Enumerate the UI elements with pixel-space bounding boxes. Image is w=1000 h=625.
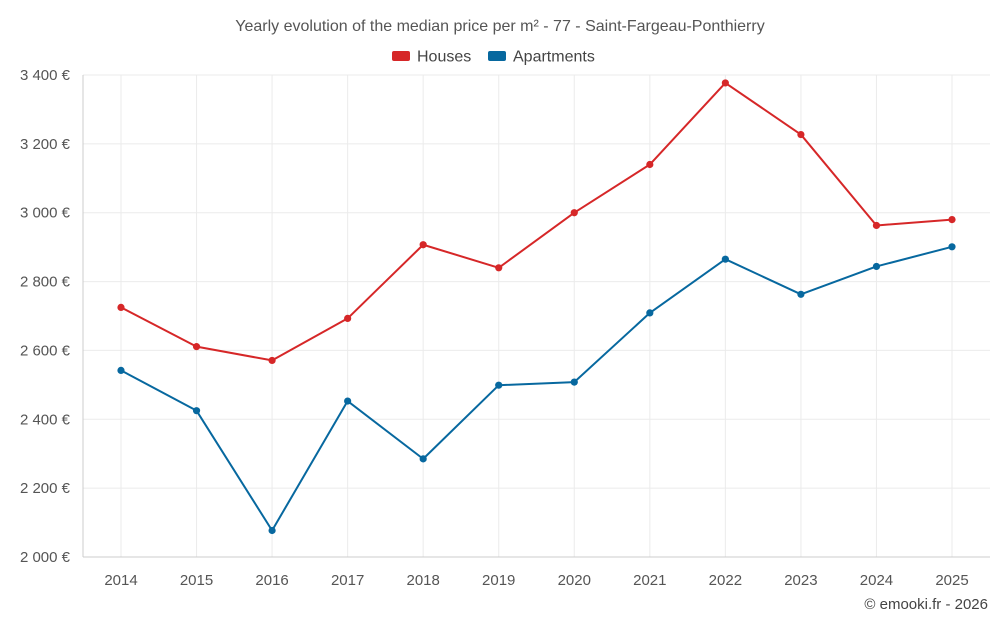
legend: Houses Apartments (392, 49, 595, 66)
series-line-houses (120, 81, 953, 362)
x-axis: 2014 2015 2016 2017 2018 2019 2020 2021 2022 2023… (104, 572, 968, 589)
data-point-apartments (948, 243, 956, 251)
x-tick-label: 2018 (406, 572, 439, 589)
data-point-apartments (268, 526, 276, 535)
y-tick-label: 3 000 € (20, 205, 71, 222)
series-line-apartments (120, 245, 953, 532)
x-tick-label: 2014 (104, 572, 137, 589)
legend-label-houses: Houses (417, 49, 471, 66)
x-tick-label: 2022 (709, 572, 742, 589)
x-tick-label: 2017 (331, 572, 364, 589)
series-houses (117, 79, 956, 365)
data-point-apartments (721, 255, 729, 263)
y-tick-label: 2 200 € (20, 480, 71, 497)
data-point-houses (721, 79, 729, 87)
data-point-houses (344, 314, 352, 323)
x-tick-label: 2016 (255, 572, 288, 589)
x-tick-label: 2019 (482, 572, 515, 589)
data-point-apartments (570, 378, 578, 386)
data-point-apartments (344, 397, 352, 405)
y-tick-label: 2 800 € (20, 274, 71, 291)
data-point-houses (192, 343, 201, 351)
x-tick-label: 2021 (633, 572, 666, 589)
legend-swatch-houses (392, 51, 410, 61)
legend-item-houses: Houses (392, 49, 471, 66)
y-tick-label: 3 400 € (20, 67, 71, 84)
data-point-houses (570, 209, 578, 217)
data-point-houses (495, 264, 503, 272)
y-tick-label: 2 000 € (20, 549, 71, 566)
series-layer (117, 79, 956, 535)
x-tick-label: 2020 (558, 572, 591, 589)
legend-item-apartments: Apartments (488, 49, 595, 66)
data-point-houses (872, 221, 881, 230)
series-apartments (117, 243, 956, 535)
y-axis: 2 000 € 2 200 € 2 400 € 2 600 € 2 800 € 3 000… (20, 67, 71, 566)
data-point-apartments (872, 262, 881, 271)
data-point-apartments (419, 455, 427, 463)
data-point-houses (797, 130, 805, 139)
chart-title: Yearly evolution of the median price per… (235, 18, 764, 35)
data-point-houses (117, 303, 125, 311)
legend-swatch-apartments (488, 51, 506, 61)
data-point-apartments (117, 366, 125, 374)
data-point-houses (268, 356, 276, 365)
x-tick-label: 2023 (784, 572, 817, 589)
legend-label-apartments: Apartments (513, 49, 595, 66)
x-tick-label: 2024 (860, 572, 893, 589)
data-point-apartments (646, 309, 654, 317)
data-point-apartments (192, 407, 201, 415)
x-tick-label: 2025 (935, 572, 968, 589)
data-point-houses (419, 241, 427, 249)
data-point-apartments (495, 381, 503, 389)
y-tick-label: 2 600 € (20, 342, 71, 359)
credit-text: © emooki.fr - 2026 (864, 596, 988, 613)
data-point-houses (948, 216, 956, 224)
data-point-houses (646, 160, 654, 169)
y-tick-label: 3 200 € (20, 136, 71, 153)
x-tick-label: 2015 (180, 572, 213, 589)
data-point-apartments (797, 290, 805, 298)
y-tick-label: 2 400 € (20, 411, 71, 428)
grid (82, 74, 990, 558)
